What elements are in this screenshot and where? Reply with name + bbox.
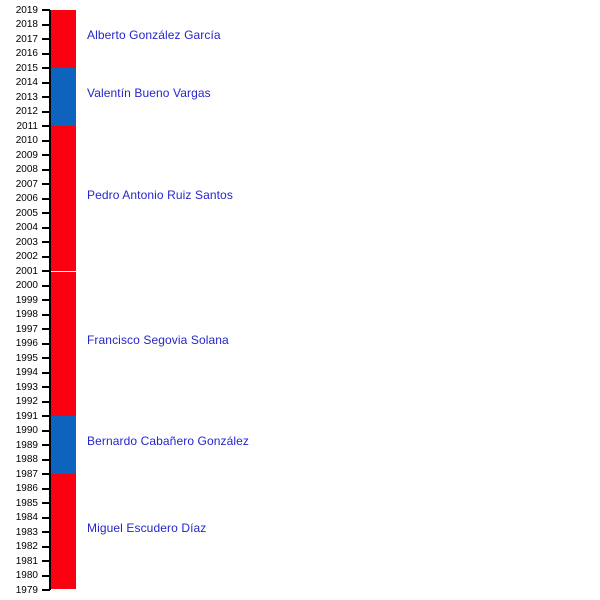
year-tick [42,531,50,533]
year-label: 1984 [15,512,38,523]
year-label: 1986 [15,483,38,494]
year-label: 1996 [15,338,38,349]
year-label: 1990 [15,425,38,436]
year-label: 2006 [15,193,38,204]
year-label: 2000 [15,280,38,291]
year-tick [42,226,50,229]
year-tick [42,9,50,11]
year-tick [42,96,50,98]
year-label: 1993 [15,381,38,393]
year-label: 2008 [15,164,38,175]
year-tick [42,545,50,548]
year-tick [42,197,50,200]
year-label: 1980 [15,570,38,581]
year-label: 2013 [15,91,38,103]
timeline-segment-1991-2001 [51,271,76,416]
year-tick [42,125,50,127]
year-tick [42,168,50,171]
year-tick [42,139,50,142]
year-tick [42,342,50,345]
year-label: 1991 [15,410,38,422]
year-label: 2009 [15,149,38,161]
axis-line [49,10,51,590]
year-label: 1989 [15,439,38,451]
year-label: 2017 [15,33,38,45]
year-tick [42,574,50,577]
year-label: 1987 [15,468,38,480]
year-tick [42,183,50,185]
year-tick [42,400,50,403]
year-label: 2015 [15,62,38,74]
year-label: 1988 [15,454,38,465]
year-label: 2007 [15,178,38,190]
year-tick [42,589,50,591]
year-tick [42,23,50,26]
year-label: 2016 [15,48,38,59]
timeline-segment-1987-1991 [51,416,76,474]
year-tick [42,67,50,69]
year-label: 2001 [15,265,38,277]
year-label: 2011 [16,120,38,132]
year-tick [42,357,50,359]
year-tick [42,444,50,446]
year-tick [42,328,50,330]
year-label: 1981 [15,555,38,567]
year-label: 2004 [15,222,38,233]
year-tick [42,458,50,461]
year-tick [42,473,50,475]
year-tick [42,255,50,258]
timeline-segment-2001-2011 [51,126,76,271]
year-tick [42,516,50,519]
year-tick [42,212,50,214]
year-label: 1985 [15,497,38,509]
year-label: 1998 [15,309,38,320]
year-tick [42,241,50,243]
year-label: 2002 [15,251,38,262]
year-tick [42,560,50,562]
year-label: 2018 [15,19,38,30]
year-tick [42,429,50,432]
year-tick [42,386,50,388]
year-tick [42,284,50,287]
year-label: 1994 [15,367,38,378]
year-tick [42,371,50,374]
mayor-name-link[interactable]: Valentín Bueno Vargas [87,86,211,100]
year-tick [42,38,50,40]
year-label: 2010 [15,135,38,146]
year-label: 2003 [15,236,38,248]
year-tick [42,313,50,316]
year-label: 1982 [15,541,38,552]
year-tick [42,487,50,490]
year-label: 1979 [15,584,38,596]
timeline-segment-2011-2015 [51,68,76,126]
mayor-name-link[interactable]: Bernardo Cabañero González [87,434,250,448]
year-label: 2012 [15,106,38,117]
mayor-name-link[interactable]: Alberto González García [87,28,221,42]
year-label: 1997 [15,323,38,335]
year-label: 1992 [15,396,38,407]
year-tick [42,299,50,301]
year-tick [42,81,50,84]
year-label: 1999 [15,294,38,306]
year-label: 2014 [15,77,38,88]
year-label: 1983 [15,526,38,538]
year-tick [42,52,50,55]
mayor-name-link[interactable]: Francisco Segovia Solana [87,332,229,347]
year-tick [42,110,50,113]
year-label: 2005 [15,207,38,219]
year-label: 2019 [15,4,38,16]
mayor-name-link[interactable]: Miguel Escudero Díaz [87,520,207,535]
year-label: 1995 [15,352,38,364]
year-tick [42,270,50,272]
mayor-name-link[interactable]: Pedro Antonio Ruiz Santos [87,187,233,202]
year-tick [42,502,50,504]
timeline-segment-2015-2019 [51,10,76,68]
timeline-segment-1979-1987 [51,474,76,589]
year-tick [42,415,50,417]
year-tick [42,154,50,156]
